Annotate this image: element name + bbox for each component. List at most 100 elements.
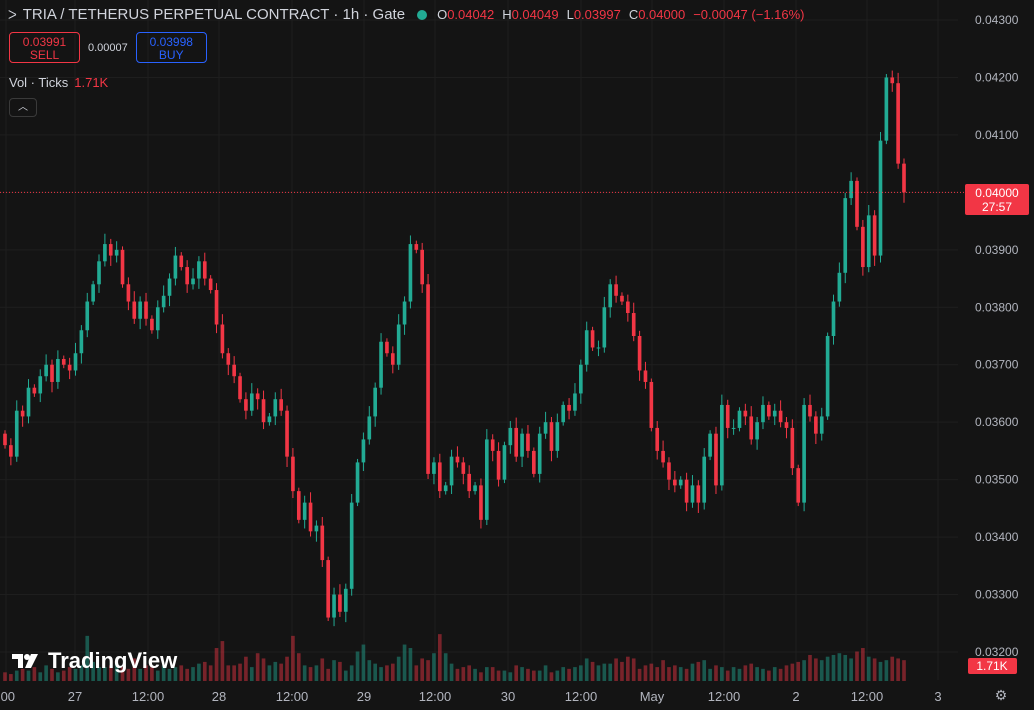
volume-bar — [414, 665, 419, 681]
volume-bar — [208, 665, 213, 681]
symbol-header: ᐳ TRIA / TETHERUS PERPETUAL CONTRACT · 1h… — [8, 6, 805, 23]
sell-price: 0.03991 — [22, 35, 67, 49]
candle-body — [191, 278, 195, 285]
candle — [385, 338, 389, 357]
candle — [432, 457, 436, 485]
candle — [249, 383, 254, 416]
volume-legend-label: Vol · Ticks — [9, 75, 69, 90]
candle-body — [802, 404, 806, 503]
candle-body — [108, 244, 113, 256]
candle — [849, 172, 853, 206]
candle — [761, 396, 765, 430]
market-open-status-icon — [417, 9, 428, 20]
volume-legend[interactable]: Vol · Ticks 1.71K — [9, 75, 108, 90]
candle — [138, 296, 142, 330]
candle — [9, 438, 13, 466]
volume-bar — [214, 648, 219, 681]
candle-body — [690, 485, 695, 503]
candle — [14, 400, 19, 462]
volume-bar — [191, 667, 195, 681]
candle-body — [32, 387, 37, 394]
tradingview-logo[interactable]: TradingView — [12, 648, 177, 674]
collapse-legend-button[interactable]: ︿ — [9, 98, 37, 117]
candle-body — [420, 249, 425, 285]
volume-bar — [332, 660, 336, 681]
sell-button[interactable]: 0.03991 SELL — [9, 32, 80, 63]
candle — [532, 447, 536, 478]
y-tick-label: 0.03900 — [975, 243, 1019, 257]
high-label: H — [502, 7, 512, 22]
candle — [144, 292, 148, 326]
candle-body — [244, 399, 248, 411]
time-axis[interactable]: :00 27 12:00 28 12:00 29 12:00 30 12:00 May 12:00 2… — [0, 689, 942, 704]
gear-icon[interactable]: ⚙ — [994, 687, 1008, 703]
volume-bar — [473, 668, 477, 681]
volume-bar — [896, 658, 900, 681]
candle — [596, 340, 601, 357]
volume-bar — [432, 653, 436, 681]
candle-body — [461, 462, 466, 474]
candle-body — [455, 456, 460, 463]
volume-bar — [79, 665, 84, 681]
open-value: 0.04042 — [447, 7, 495, 22]
volume-bar — [97, 667, 101, 681]
candle — [355, 458, 360, 507]
volume-bar — [238, 663, 242, 681]
chevron-icon[interactable]: ᐳ — [8, 8, 17, 22]
volume-bar — [420, 658, 425, 681]
candle-body — [502, 445, 507, 480]
candle-body — [144, 301, 148, 319]
candle-body — [467, 473, 472, 492]
volume-bar — [755, 667, 759, 681]
candle — [749, 406, 754, 445]
candle — [343, 583, 348, 623]
candle-body — [308, 502, 313, 532]
volume-bar — [232, 665, 236, 681]
candle — [455, 446, 460, 468]
volume-bar — [890, 656, 895, 681]
price-axis[interactable]: 0.04300 0.04200 0.04100 0.04000 0.03900 0.038… — [975, 13, 1019, 659]
candle — [73, 342, 78, 376]
volume-bar — [443, 653, 448, 681]
volume-bar — [502, 670, 507, 681]
candle-body — [161, 295, 166, 308]
x-tick-label: May — [640, 689, 665, 704]
volume-bar — [590, 661, 595, 681]
volume-bar — [855, 651, 859, 681]
candle — [855, 177, 859, 231]
candle-body — [743, 410, 748, 417]
candle — [620, 292, 624, 305]
candle — [884, 74, 889, 145]
candle — [261, 390, 266, 430]
symbol-title[interactable]: ᐳ TRIA / TETHERUS PERPETUAL CONTRACT · 1h… — [8, 6, 406, 23]
buy-button[interactable]: 0.03998 BUY — [135, 32, 207, 63]
volume-bar — [708, 668, 712, 681]
volume-bar — [150, 667, 154, 681]
candle — [714, 426, 718, 494]
volume-bar — [802, 660, 806, 681]
candle — [549, 417, 554, 462]
candle — [637, 330, 642, 381]
volume-bar — [373, 663, 377, 681]
volume-bar — [355, 651, 360, 681]
candle-body — [808, 404, 812, 417]
close-label: C — [628, 7, 639, 22]
volume-bar — [132, 658, 137, 681]
candle-body — [20, 410, 25, 417]
candle — [273, 392, 278, 426]
candle-body — [103, 244, 107, 262]
volume-bar — [220, 641, 225, 681]
candle — [132, 291, 137, 324]
volume-bar — [714, 665, 718, 681]
buy-price: 0.03998 — [149, 35, 193, 49]
volume-bar — [138, 668, 142, 681]
candle — [332, 587, 336, 627]
x-tick-label: 29 — [357, 689, 371, 704]
candle-body — [343, 588, 348, 612]
candle-body — [67, 364, 72, 371]
volume-bar — [408, 648, 413, 681]
x-tick-label: 12:00 — [419, 689, 452, 704]
candle — [837, 262, 842, 307]
candle — [872, 210, 877, 266]
